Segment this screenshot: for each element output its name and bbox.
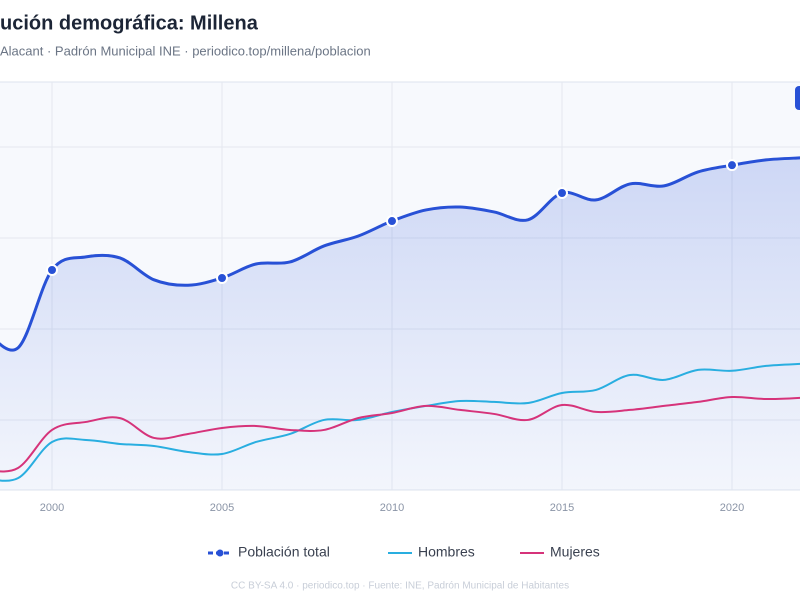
point-marker xyxy=(216,271,228,284)
x-tick-label: 2020 xyxy=(720,502,744,514)
x-tick-label: 2000 xyxy=(40,502,64,514)
footer: CC BY-SA 4.0 · periodico.top · Fuente: I… xyxy=(231,581,569,592)
point-marker xyxy=(386,215,398,228)
chart-subtitle: Alacant · Padrón Municipal INE · periodi… xyxy=(0,43,371,58)
area xyxy=(0,157,800,490)
line xyxy=(0,395,800,473)
x-tick-label: 2010 xyxy=(380,502,404,514)
point-marker xyxy=(726,159,738,172)
toolbar-button[interactable] xyxy=(795,86,800,110)
line xyxy=(0,362,800,482)
legend-label[interactable]: Hombres xyxy=(418,544,475,560)
point-marker xyxy=(46,263,58,276)
legend-label[interactable]: Población total xyxy=(238,544,330,560)
legend-label[interactable]: Mujeres xyxy=(550,544,600,560)
point-marker xyxy=(556,187,568,200)
x-tick-label: 2015 xyxy=(550,502,574,514)
x-tick-label: 2005 xyxy=(210,502,234,514)
chart-title: ución demográfica: Millena xyxy=(0,12,259,34)
legend-swatch xyxy=(216,549,224,557)
